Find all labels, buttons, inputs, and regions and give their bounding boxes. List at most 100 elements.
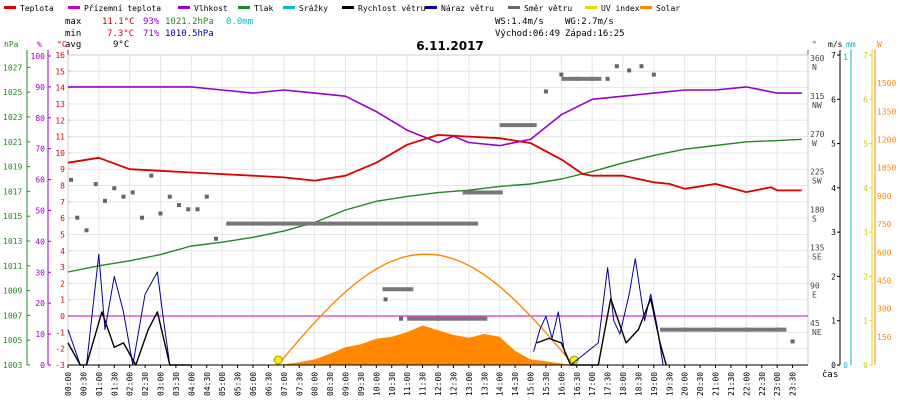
wind-dir-segment bbox=[228, 221, 479, 226]
wind-dir-point bbox=[130, 190, 135, 195]
pct-tick-label: 20 bbox=[35, 299, 45, 308]
dir-tick-label: 315 bbox=[810, 92, 825, 101]
wind-dir-point bbox=[167, 194, 172, 199]
pct-tick-label: 0 bbox=[40, 361, 45, 370]
x-tick-label: 00:00 bbox=[64, 372, 73, 396]
x-tick-label: 02:00 bbox=[126, 372, 135, 396]
ms-tick-label: 1 bbox=[831, 317, 836, 326]
legend-swatch-press bbox=[238, 6, 250, 9]
x-tick-label: 05:00 bbox=[218, 372, 227, 396]
dir-compass-label: E bbox=[812, 290, 817, 299]
x-tick-label: 20:00 bbox=[681, 372, 690, 396]
w-tick-label: 300 bbox=[877, 305, 892, 314]
ms-tick-label: 4 bbox=[831, 184, 836, 193]
wind-dir-point bbox=[121, 194, 126, 199]
x-tick-label: 23:00 bbox=[773, 372, 782, 396]
dir-compass-label: SE bbox=[812, 252, 822, 261]
wind-dir-point bbox=[186, 207, 191, 212]
sunrise-marker bbox=[273, 355, 283, 365]
x-tick-label: 00:30 bbox=[79, 372, 88, 396]
x-tick-label: 04:30 bbox=[203, 372, 212, 396]
temp-tick-label: 14 bbox=[55, 84, 65, 93]
wind-dir-segment bbox=[382, 287, 414, 292]
w-tick-label: 150 bbox=[877, 333, 892, 342]
legend-label-press: Tlak bbox=[254, 4, 273, 13]
x-tick-label: 16:30 bbox=[573, 372, 582, 396]
legend-swatch-uv bbox=[585, 6, 597, 9]
x-tick-label: 01:30 bbox=[110, 372, 119, 396]
dir-tick-label: 225 bbox=[810, 168, 825, 177]
legend-swatch-rain bbox=[283, 6, 295, 9]
wind-dir-point bbox=[93, 182, 98, 187]
humidity-line bbox=[68, 86, 802, 147]
legend-label-solar: Solar bbox=[656, 4, 680, 13]
x-tick-label: 12:30 bbox=[449, 372, 458, 396]
stats-min-hum: 71% bbox=[143, 29, 160, 39]
wind-dir-point bbox=[140, 215, 144, 220]
ms-tick-label: 0 bbox=[831, 361, 836, 370]
legend-label-uv: UV index bbox=[601, 4, 640, 13]
x-tick-label: 10:00 bbox=[372, 372, 381, 396]
pressure-line bbox=[67, 138, 802, 273]
hpa-tick-label: 1027 bbox=[3, 63, 22, 72]
chart-title: 6.11.2017 bbox=[416, 39, 484, 53]
x-tick-label: 03:30 bbox=[172, 372, 181, 396]
uv-tick-label: 4 bbox=[863, 184, 868, 193]
hpa-tick-label: 1025 bbox=[3, 88, 22, 97]
legend-swatch-gust bbox=[425, 6, 437, 9]
dir-compass-label: N bbox=[812, 63, 817, 72]
temp-tick-label: 7 bbox=[60, 198, 65, 207]
solar-area bbox=[277, 325, 574, 365]
x-tick-label: 23:30 bbox=[789, 372, 798, 396]
x-tick-label: 08:00 bbox=[311, 372, 320, 396]
hpa-tick-label: 1019 bbox=[3, 163, 22, 172]
w-tick-label: 900 bbox=[877, 192, 892, 201]
dir-compass-label: W bbox=[812, 139, 817, 148]
x-tick-label: 01:00 bbox=[95, 372, 104, 396]
x-tick-label: 03:00 bbox=[157, 372, 166, 396]
x-tick-label: 09:00 bbox=[342, 372, 351, 396]
x-tick-label: 02:30 bbox=[141, 372, 150, 396]
w-tick-label: 1200 bbox=[877, 136, 896, 145]
x-tick-label: 17:00 bbox=[588, 372, 597, 396]
uv-tick-label: 1 bbox=[863, 317, 868, 326]
x-tick-label: 09:30 bbox=[357, 372, 366, 396]
x-tick-label: 18:30 bbox=[634, 372, 643, 396]
stats-max-temp: 11.1°C bbox=[102, 17, 135, 27]
stats-min-press: 1010.5hPa bbox=[165, 29, 214, 39]
mm-tick-label: 0 bbox=[843, 361, 848, 370]
temp-tick-label: 5 bbox=[60, 230, 65, 239]
hpa-tick-label: 1015 bbox=[3, 212, 22, 221]
pct-tick-label: 100 bbox=[31, 52, 46, 61]
x-tick-label: 18:00 bbox=[619, 372, 628, 396]
x-tick-label: 17:30 bbox=[604, 372, 613, 396]
x-tick-label: 13:00 bbox=[465, 372, 474, 396]
wind-dir-point bbox=[103, 198, 107, 203]
w-tick-label: 750 bbox=[877, 220, 892, 229]
wind-dir-point bbox=[651, 72, 656, 77]
ms-tick-label: 7 bbox=[831, 51, 836, 60]
hpa-tick-label: 1017 bbox=[3, 187, 22, 196]
legend-label-feel: Přízemní teplota bbox=[84, 4, 161, 13]
w-tick-label: 1350 bbox=[877, 107, 896, 116]
hpa-tick-label: 1005 bbox=[3, 336, 22, 345]
x-tick-label: 22:00 bbox=[742, 372, 751, 396]
wind-dir-point bbox=[84, 228, 89, 233]
temp-tick-label: -3 bbox=[55, 361, 65, 370]
dir-tick-label: 90 bbox=[810, 281, 820, 290]
x-tick-label: 05:30 bbox=[234, 372, 243, 396]
dir-tick-label: 360 bbox=[810, 54, 825, 63]
ms-tick-label: 2 bbox=[831, 272, 836, 281]
temp-tick-label: 4 bbox=[60, 247, 65, 256]
stats-avg-temp: 9°C bbox=[113, 40, 129, 50]
w-tick-label: 1050 bbox=[877, 164, 896, 173]
wind-dir-point bbox=[639, 64, 644, 69]
pct-tick-label: 80 bbox=[35, 114, 45, 123]
wind-dir-point bbox=[112, 186, 117, 191]
x-tick-label: 19:00 bbox=[650, 372, 659, 396]
wind-dir-point bbox=[543, 89, 548, 94]
uv-tick-label: 5 bbox=[863, 140, 868, 149]
wind-dir-point bbox=[69, 177, 74, 182]
stats-max-rain: 0.0mm bbox=[226, 17, 253, 27]
